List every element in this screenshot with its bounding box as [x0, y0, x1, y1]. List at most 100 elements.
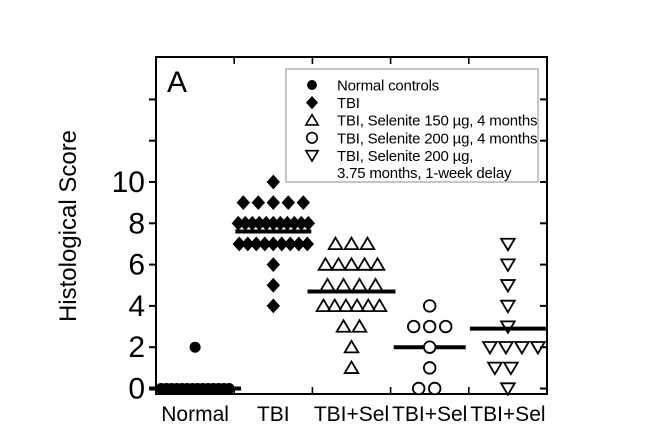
open-triangle-up-marker	[359, 235, 376, 251]
open-triangle-up-marker	[343, 256, 360, 271]
legend-entry-label-line2: 3.75 months, 1-week delay	[337, 165, 512, 182]
filled-circle-marker	[223, 383, 235, 394]
open-triangle-down-marker	[513, 341, 531, 356]
open-triangle-up-marker	[343, 339, 360, 354]
x-category-label: TBI+Sel	[392, 403, 467, 426]
x-category-label: TBI+Sel	[470, 403, 545, 426]
filled-diamond-marker	[281, 195, 295, 211]
series-filled-circle	[149, 341, 242, 394]
open-triangle-up-marker	[330, 256, 347, 271]
filled-diamond-marker	[231, 215, 245, 231]
legend-entry-label: TBI	[337, 95, 360, 112]
open-triangle-down-marker	[499, 237, 517, 253]
filled-diamond-marker	[266, 257, 280, 272]
filled-diamond-marker	[232, 236, 246, 252]
filled-diamond-marker	[275, 236, 289, 252]
filled-diamond-marker	[245, 215, 259, 231]
open-triangle-up-marker	[369, 256, 386, 271]
filled-diamond-marker	[300, 236, 314, 252]
open-triangle-up-marker	[326, 297, 344, 312]
open-circle-marker	[439, 319, 453, 334]
open-circle-marker	[423, 340, 437, 354]
y-tick-label: 10	[112, 166, 145, 199]
filled-diamond-marker	[241, 236, 255, 252]
filled-diamond-marker	[301, 215, 315, 231]
y-tick-label: 6	[128, 249, 145, 282]
filled-diamond-marker	[249, 236, 263, 252]
open-triangle-up-marker	[343, 359, 360, 374]
panel-label: A	[167, 66, 187, 99]
series-open-triangle-down	[469, 237, 547, 397]
open-circle-marker	[423, 299, 437, 313]
open-triangle-down-marker	[481, 341, 499, 356]
series-open-circle	[393, 299, 466, 396]
open-triangle-up-marker	[304, 112, 320, 126]
open-triangle-up-marker	[351, 318, 368, 333]
filled-diamond-marker	[266, 215, 280, 231]
y-tick-label: 4	[128, 290, 145, 323]
open-triangle-up-marker	[367, 277, 384, 292]
open-triangle-up-marker	[356, 256, 373, 271]
open-circle-marker	[407, 319, 421, 334]
open-circle-marker	[423, 361, 437, 375]
open-circle-marker	[423, 319, 437, 334]
open-triangle-down-marker	[502, 361, 520, 376]
open-triangle-up-marker	[348, 297, 366, 312]
open-triangle-down-marker	[499, 258, 517, 273]
open-triangle-down-marker	[499, 382, 517, 397]
open-triangle-up-marker	[343, 235, 360, 251]
filled-diamond-marker	[266, 174, 280, 190]
filled-diamond-marker	[305, 95, 319, 110]
filled-diamond-marker	[287, 215, 301, 231]
open-triangle-down-marker	[499, 320, 517, 335]
open-circle-marker	[428, 381, 442, 396]
filled-diamond-marker	[294, 215, 308, 231]
open-triangle-down-marker	[304, 149, 320, 163]
x-category-label: Normal	[161, 403, 229, 426]
y-tick-label: 8	[128, 207, 145, 240]
filled-diamond-marker	[280, 215, 294, 231]
open-triangle-up-marker	[315, 297, 332, 312]
filled-diamond-marker	[238, 215, 252, 231]
filled-circle-marker	[189, 341, 201, 353]
filled-diamond-marker	[266, 236, 280, 252]
open-triangle-down-marker	[499, 299, 517, 314]
open-triangle-up-marker	[371, 297, 388, 312]
open-triangle-up-marker	[327, 235, 344, 251]
open-triangle-up-marker	[335, 318, 352, 333]
legend-box	[285, 68, 539, 183]
x-category-label: TBI+Sel	[314, 403, 389, 426]
open-triangle-down-marker	[529, 341, 547, 356]
filled-diamond-marker	[266, 195, 280, 211]
y-tick-label: 0	[128, 373, 145, 406]
open-triangle-up-marker	[351, 277, 368, 292]
open-triangle-up-marker	[319, 277, 336, 292]
legend-entry-label: TBI, Selenite 200 µg,	[337, 148, 473, 165]
legend-entry-label: TBI, Selenite 150 µg, 4 months	[337, 113, 537, 130]
filled-diamond-marker	[273, 215, 287, 231]
series-filled-diamond	[231, 174, 315, 314]
open-triangle-up-marker	[337, 297, 355, 312]
legend-entry-label: Normal controls	[337, 78, 439, 95]
open-triangle-up-marker	[317, 256, 334, 271]
filled-diamond-marker	[236, 195, 250, 211]
filled-diamond-marker	[258, 236, 272, 252]
open-circle-marker	[305, 131, 319, 144]
open-triangle-up-marker	[335, 277, 352, 292]
filled-diamond-marker	[251, 195, 265, 211]
filled-circle-marker	[307, 80, 317, 90]
open-circle-marker	[412, 381, 426, 396]
open-triangle-down-marker	[486, 361, 504, 376]
series-open-triangle-up	[307, 235, 396, 374]
open-triangle-up-marker	[359, 297, 377, 312]
filled-diamond-marker	[266, 298, 280, 314]
filled-diamond-marker	[252, 215, 266, 231]
filled-diamond-marker	[292, 236, 306, 252]
y-tick-label: 2	[128, 331, 145, 364]
filled-diamond-marker	[296, 195, 310, 211]
y-axis-title: Histological Score	[55, 130, 82, 322]
open-triangle-down-marker	[497, 341, 515, 356]
